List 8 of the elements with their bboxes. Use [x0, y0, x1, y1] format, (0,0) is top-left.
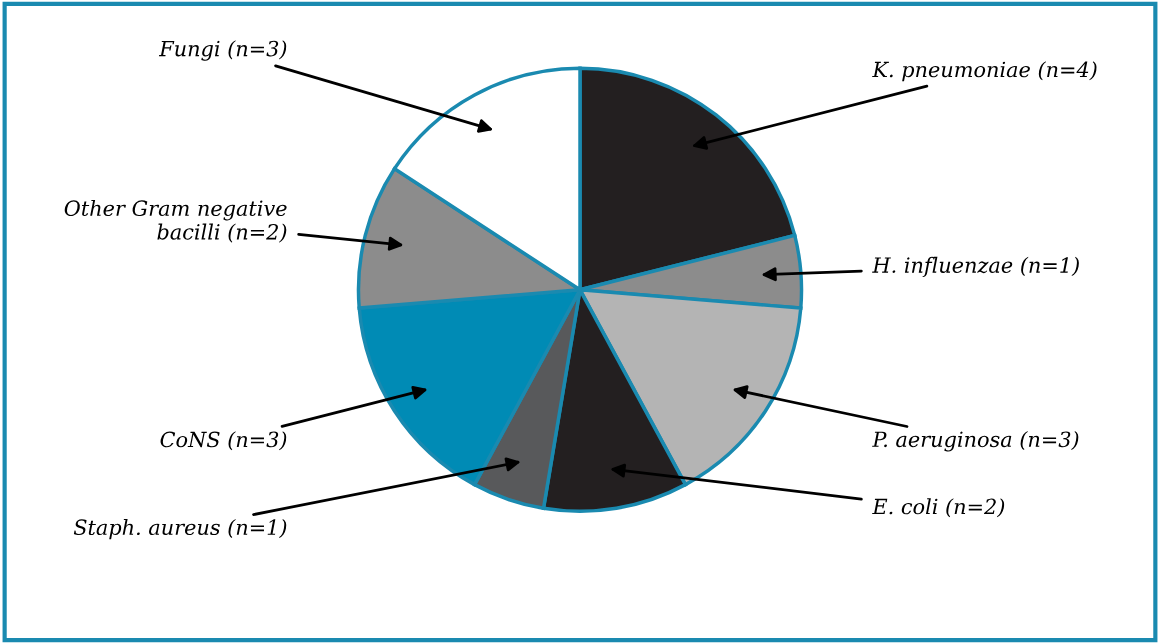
slice-label: Staph. aureus (n=1)	[73, 518, 287, 540]
slice-label: Fungi (n=3)	[158, 40, 287, 61]
slice-label: E. coli (n=2)	[872, 498, 1005, 518]
slice-label: Other Gram negative bacilli (n=2)	[64, 199, 287, 243]
slice-label: H. influenzae (n=1)	[872, 256, 1079, 278]
slice-label: K. pneumoniae (n=4)	[872, 61, 1097, 82]
slice-label: CoNS (n=3)	[160, 431, 287, 451]
slice-label: P. aeruginosa (n=3)	[872, 431, 1079, 452]
